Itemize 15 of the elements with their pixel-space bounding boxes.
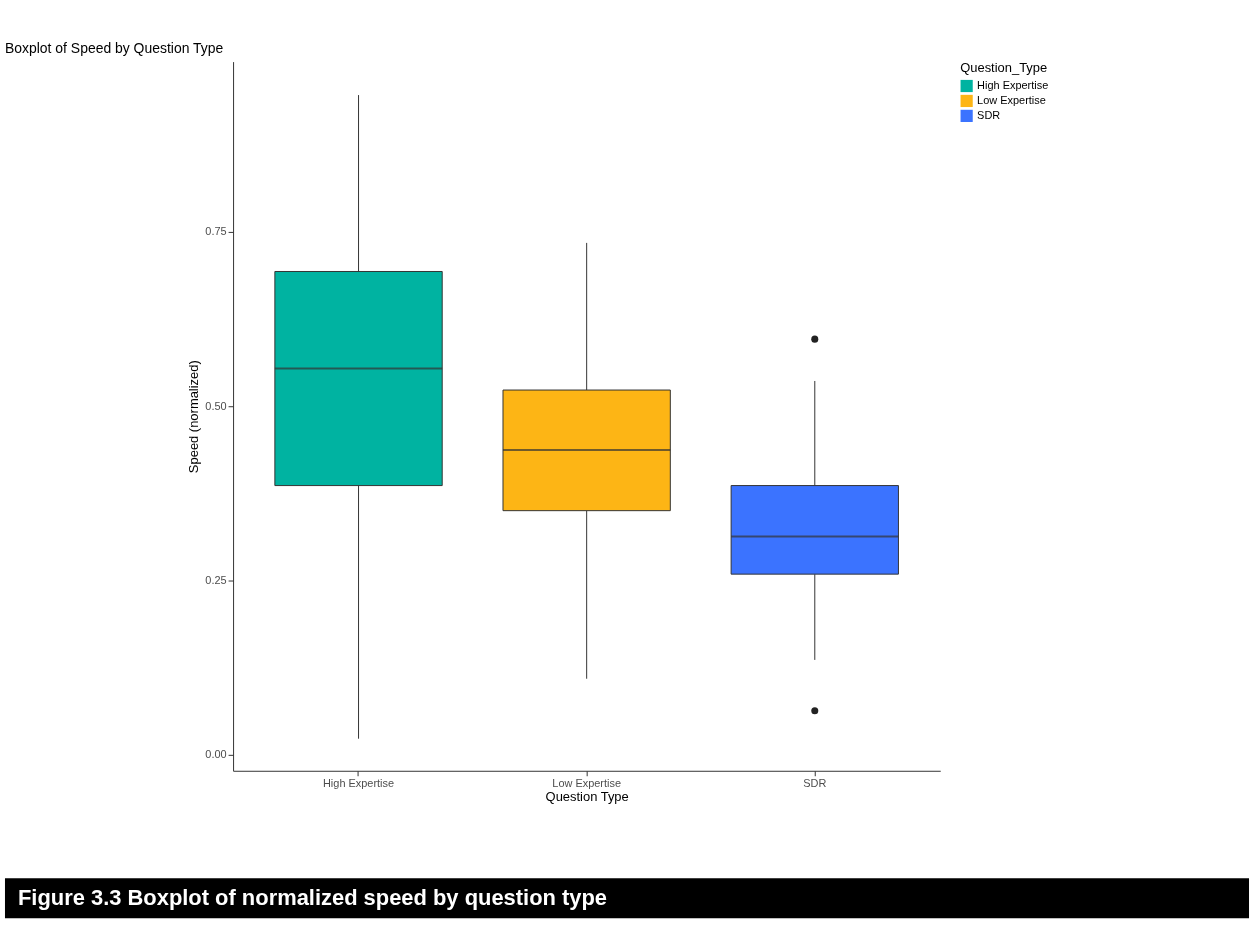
legend-label: SDR (977, 108, 1001, 121)
y-axis-title: Speed (normalized) (186, 360, 202, 474)
x-tick-label: SDR (803, 777, 827, 790)
legend-title: Question_Type (960, 59, 1048, 75)
text: Boxplot of Speed by Question Type (4, 39, 224, 56)
y-tick-label: 0.00 (205, 748, 227, 761)
x-tick-label: Low Expertise (552, 777, 622, 790)
y-tick-label: 0.50 (205, 399, 227, 412)
y-tick-label: 0.25 (205, 573, 227, 586)
caption: Figure 3.3 Boxplot of normalized speed by question type (17, 885, 608, 911)
x-tick-label: High Expertise (322, 777, 395, 790)
legend-label: High Expertise (977, 78, 1049, 91)
y-tick-label: 0.75 (205, 225, 227, 238)
legend-label: Low Expertise (977, 93, 1046, 106)
x-axis-title: Question Type (545, 789, 629, 805)
